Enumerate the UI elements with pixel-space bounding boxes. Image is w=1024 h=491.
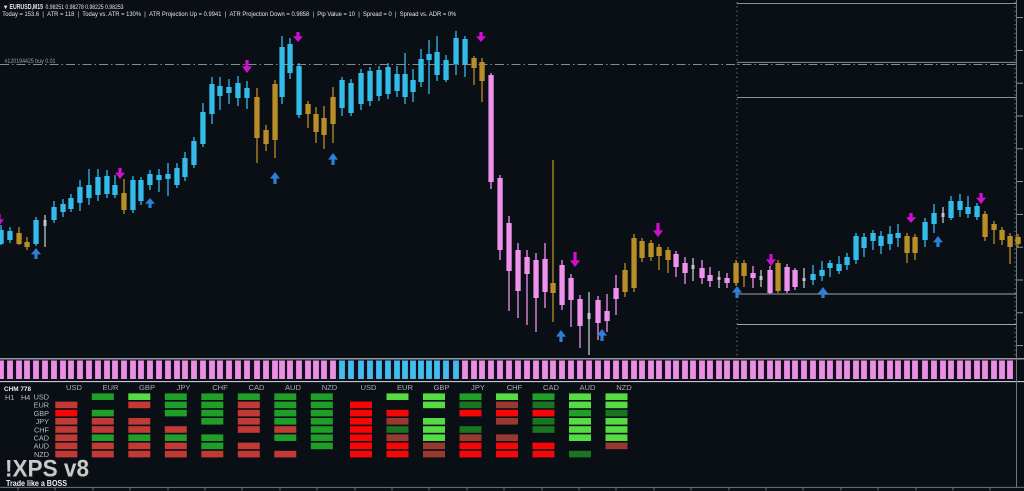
svg-text:NZD: NZD <box>616 383 632 392</box>
svg-text:CHF: CHF <box>507 383 523 392</box>
svg-text:EURUSD,M15: EURUSD,M15 <box>10 4 44 11</box>
svg-text:EUR: EUR <box>34 401 49 410</box>
svg-text:AUD: AUD <box>579 383 596 392</box>
svg-text:H4: H4 <box>21 393 30 402</box>
svg-text:AUD: AUD <box>34 442 49 451</box>
svg-text:USD: USD <box>66 383 83 392</box>
svg-text:USD: USD <box>360 383 377 392</box>
svg-text:JPY: JPY <box>471 383 485 392</box>
svg-text:EUR: EUR <box>397 383 414 392</box>
svg-text:H1: H1 <box>5 393 14 402</box>
svg-text:#120194425 buy 0.01: #120194425 buy 0.01 <box>5 58 56 65</box>
svg-text:JPY: JPY <box>177 383 191 392</box>
svg-text:USD: USD <box>34 393 49 402</box>
svg-text:NZD: NZD <box>322 383 338 392</box>
svg-text:▼: ▼ <box>3 5 9 11</box>
svg-text:CAD: CAD <box>543 383 560 392</box>
svg-text:AUD: AUD <box>285 383 302 392</box>
svg-text:!XPS v8: !XPS v8 <box>5 456 89 483</box>
svg-text:NZD: NZD <box>34 450 49 459</box>
svg-text:!XPS v8: !XPS v8 <box>7 457 91 484</box>
svg-text:CAD: CAD <box>248 383 265 392</box>
svg-text:CHF: CHF <box>34 425 50 434</box>
svg-text:0.98251 0.98278 0.98225 0.9825: 0.98251 0.98278 0.98225 0.98253 <box>46 4 124 11</box>
svg-text:GBP: GBP <box>139 383 155 392</box>
svg-text:CHM 778: CHM 778 <box>4 386 31 393</box>
svg-text:GBP: GBP <box>34 409 50 418</box>
svg-text:CHF: CHF <box>212 383 228 392</box>
svg-text:Trade like a BOSS: Trade like a BOSS <box>6 478 67 488</box>
svg-text:EUR: EUR <box>102 383 119 392</box>
svg-text:GBP: GBP <box>433 383 449 392</box>
svg-text:JPY: JPY <box>36 417 50 426</box>
svg-text:Today = 153.6 | ATR = 118 |: Today = 153.6 | ATR = 118 | Today vs. AT… <box>2 11 456 18</box>
svg-text:CAD: CAD <box>34 434 49 443</box>
